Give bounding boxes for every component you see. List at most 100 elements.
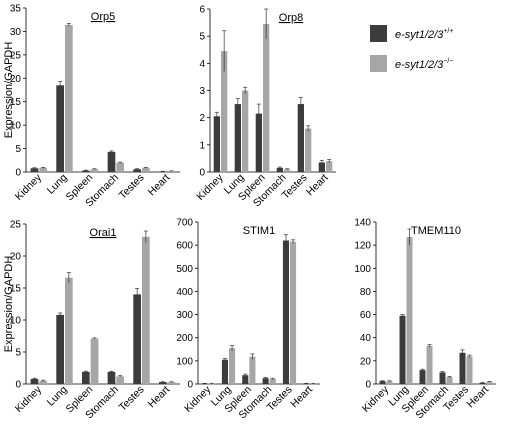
- bar-stomach-knockout: [116, 162, 125, 172]
- y-tick-label: 100: [176, 356, 193, 367]
- y-tick-label: 35: [10, 4, 22, 15]
- y-tick-label: 5: [199, 32, 205, 43]
- bar-spleen-knockout: [249, 356, 256, 384]
- chart-panel-orp8: 0123456KidneyLungSpleenStomachTestesHear…: [194, 5, 336, 209]
- bar-kidney-wildtype: [30, 378, 39, 384]
- y-tick-label: 10: [10, 121, 22, 132]
- bar-lung-wildtype: [399, 315, 406, 384]
- bar-testes-knockout: [290, 241, 297, 384]
- legend-label-wildtype: e-syt1/2/3+/+: [395, 28, 453, 41]
- chart-title: STIM1: [243, 225, 275, 237]
- bar-testes-knockout: [142, 236, 150, 384]
- bar-heart-knockout: [167, 171, 176, 172]
- bar-heart-knockout: [326, 161, 333, 172]
- y-tick-label: 2: [199, 113, 205, 124]
- bar-lung-knockout: [242, 90, 249, 172]
- x-tick-label-heart: Heart: [464, 384, 491, 411]
- bar-spleen-wildtype: [81, 170, 90, 172]
- y-tick-label: 15: [10, 284, 22, 295]
- x-tick-label-testes: Testes: [117, 384, 147, 414]
- bar-stomach-wildtype: [107, 151, 116, 172]
- bar-spleen-knockout: [90, 338, 99, 384]
- bar-kidney-knockout: [208, 383, 215, 385]
- x-tick-label-heart: Heart: [288, 384, 315, 411]
- y-tick-label: 140: [354, 218, 371, 229]
- bar-lung-wildtype: [234, 104, 241, 172]
- x-tick-label-testes: Testes: [117, 172, 147, 202]
- y-tick-label: 40: [360, 333, 372, 344]
- y-tick-label: 30: [10, 27, 22, 38]
- bar-spleen-wildtype: [255, 113, 262, 172]
- legend-label-wildtype-sup: +/+: [443, 28, 453, 35]
- y-axis-label: Expression/GAPDH: [3, 42, 15, 139]
- y-tick-label: 20: [10, 252, 22, 263]
- y-tick-label: 600: [176, 241, 193, 252]
- bar-lung-knockout: [65, 277, 73, 384]
- bar-testes-wildtype: [282, 240, 289, 384]
- bar-lung-knockout: [229, 348, 236, 384]
- y-tick-label: 500: [176, 264, 193, 275]
- y-tick-label: 100: [354, 264, 371, 275]
- bar-heart-wildtype: [158, 171, 167, 173]
- chart-title: Orp5: [91, 11, 115, 23]
- y-tick-label: 4: [199, 59, 205, 70]
- y-tick-label: 5: [15, 144, 21, 155]
- legend-label-wildtype-base: e-syt1/2/3: [395, 29, 444, 41]
- bar-kidney-knockout: [39, 380, 48, 384]
- y-tick-label: 700: [176, 218, 193, 229]
- y-tick-label: 1: [199, 140, 205, 151]
- bar-heart-wildtype: [318, 162, 325, 172]
- bar-kidney-knockout: [221, 51, 228, 172]
- chart-title: Orp8: [279, 12, 303, 24]
- chart-title: TMEM110: [411, 225, 461, 237]
- x-tick-label-heart: Heart: [304, 172, 331, 199]
- legend-label-knockout-sup: −/−: [443, 58, 453, 65]
- y-tick-label: 400: [176, 287, 193, 298]
- chart-title: Orai1: [90, 227, 117, 239]
- bar-lung-knockout: [65, 24, 73, 172]
- chart-panel-tmem110: 020406080100120140KidneyLungSpleenStomac…: [354, 218, 496, 421]
- y-tick-label: 0: [187, 380, 193, 391]
- legend-label-knockout-base: e-syt1/2/3: [395, 59, 444, 71]
- bar-kidney-wildtype: [201, 383, 208, 385]
- y-tick-label: 0: [365, 380, 371, 391]
- y-tick-label: 6: [199, 5, 205, 16]
- bar-kidney-wildtype: [30, 168, 39, 172]
- bar-stomach-wildtype: [107, 371, 116, 384]
- bar-heart-knockout: [310, 383, 317, 385]
- bar-heart-wildtype: [479, 382, 486, 384]
- bar-stomach-knockout: [446, 377, 453, 384]
- bar-stomach-knockout: [116, 376, 125, 384]
- y-tick-label: 5: [15, 348, 21, 359]
- legend-swatch-knockout: [370, 55, 387, 72]
- y-tick-label: 3: [199, 86, 205, 97]
- x-tick-label-heart: Heart: [146, 172, 173, 199]
- legend-swatch-wildtype: [370, 25, 387, 42]
- bar-testes-knockout: [142, 167, 150, 172]
- bar-stomach-wildtype: [262, 378, 269, 384]
- bar-lung-knockout: [406, 237, 413, 384]
- bar-stomach-knockout: [269, 378, 276, 384]
- bar-heart-knockout: [167, 382, 176, 384]
- bar-spleen-knockout: [426, 345, 433, 384]
- bar-testes-wildtype: [459, 352, 466, 384]
- bar-testes-wildtype: [133, 169, 141, 172]
- y-tick-label: 0: [15, 380, 21, 391]
- bar-kidney-knockout: [39, 167, 48, 172]
- y-tick-label: 10: [10, 316, 22, 327]
- bar-testes-knockout: [466, 356, 473, 384]
- y-tick-label: 80: [360, 287, 372, 298]
- legend: e-syt1/2/3+/+ e-syt1/2/3−/−: [370, 25, 453, 72]
- y-axis-label: Expression/GAPDH: [3, 256, 15, 353]
- bar-stomach-wildtype: [276, 167, 283, 172]
- chart-panel-stim1: 0100200300400500600700KidneyLungSpleenSt…: [176, 218, 320, 421]
- y-tick-label: 0: [199, 168, 205, 179]
- y-tick-label: 25: [10, 50, 22, 61]
- bar-lung-wildtype: [221, 359, 228, 384]
- bar-spleen-wildtype: [242, 375, 249, 384]
- bar-testes-knockout: [305, 128, 312, 172]
- bar-spleen-wildtype: [81, 371, 90, 384]
